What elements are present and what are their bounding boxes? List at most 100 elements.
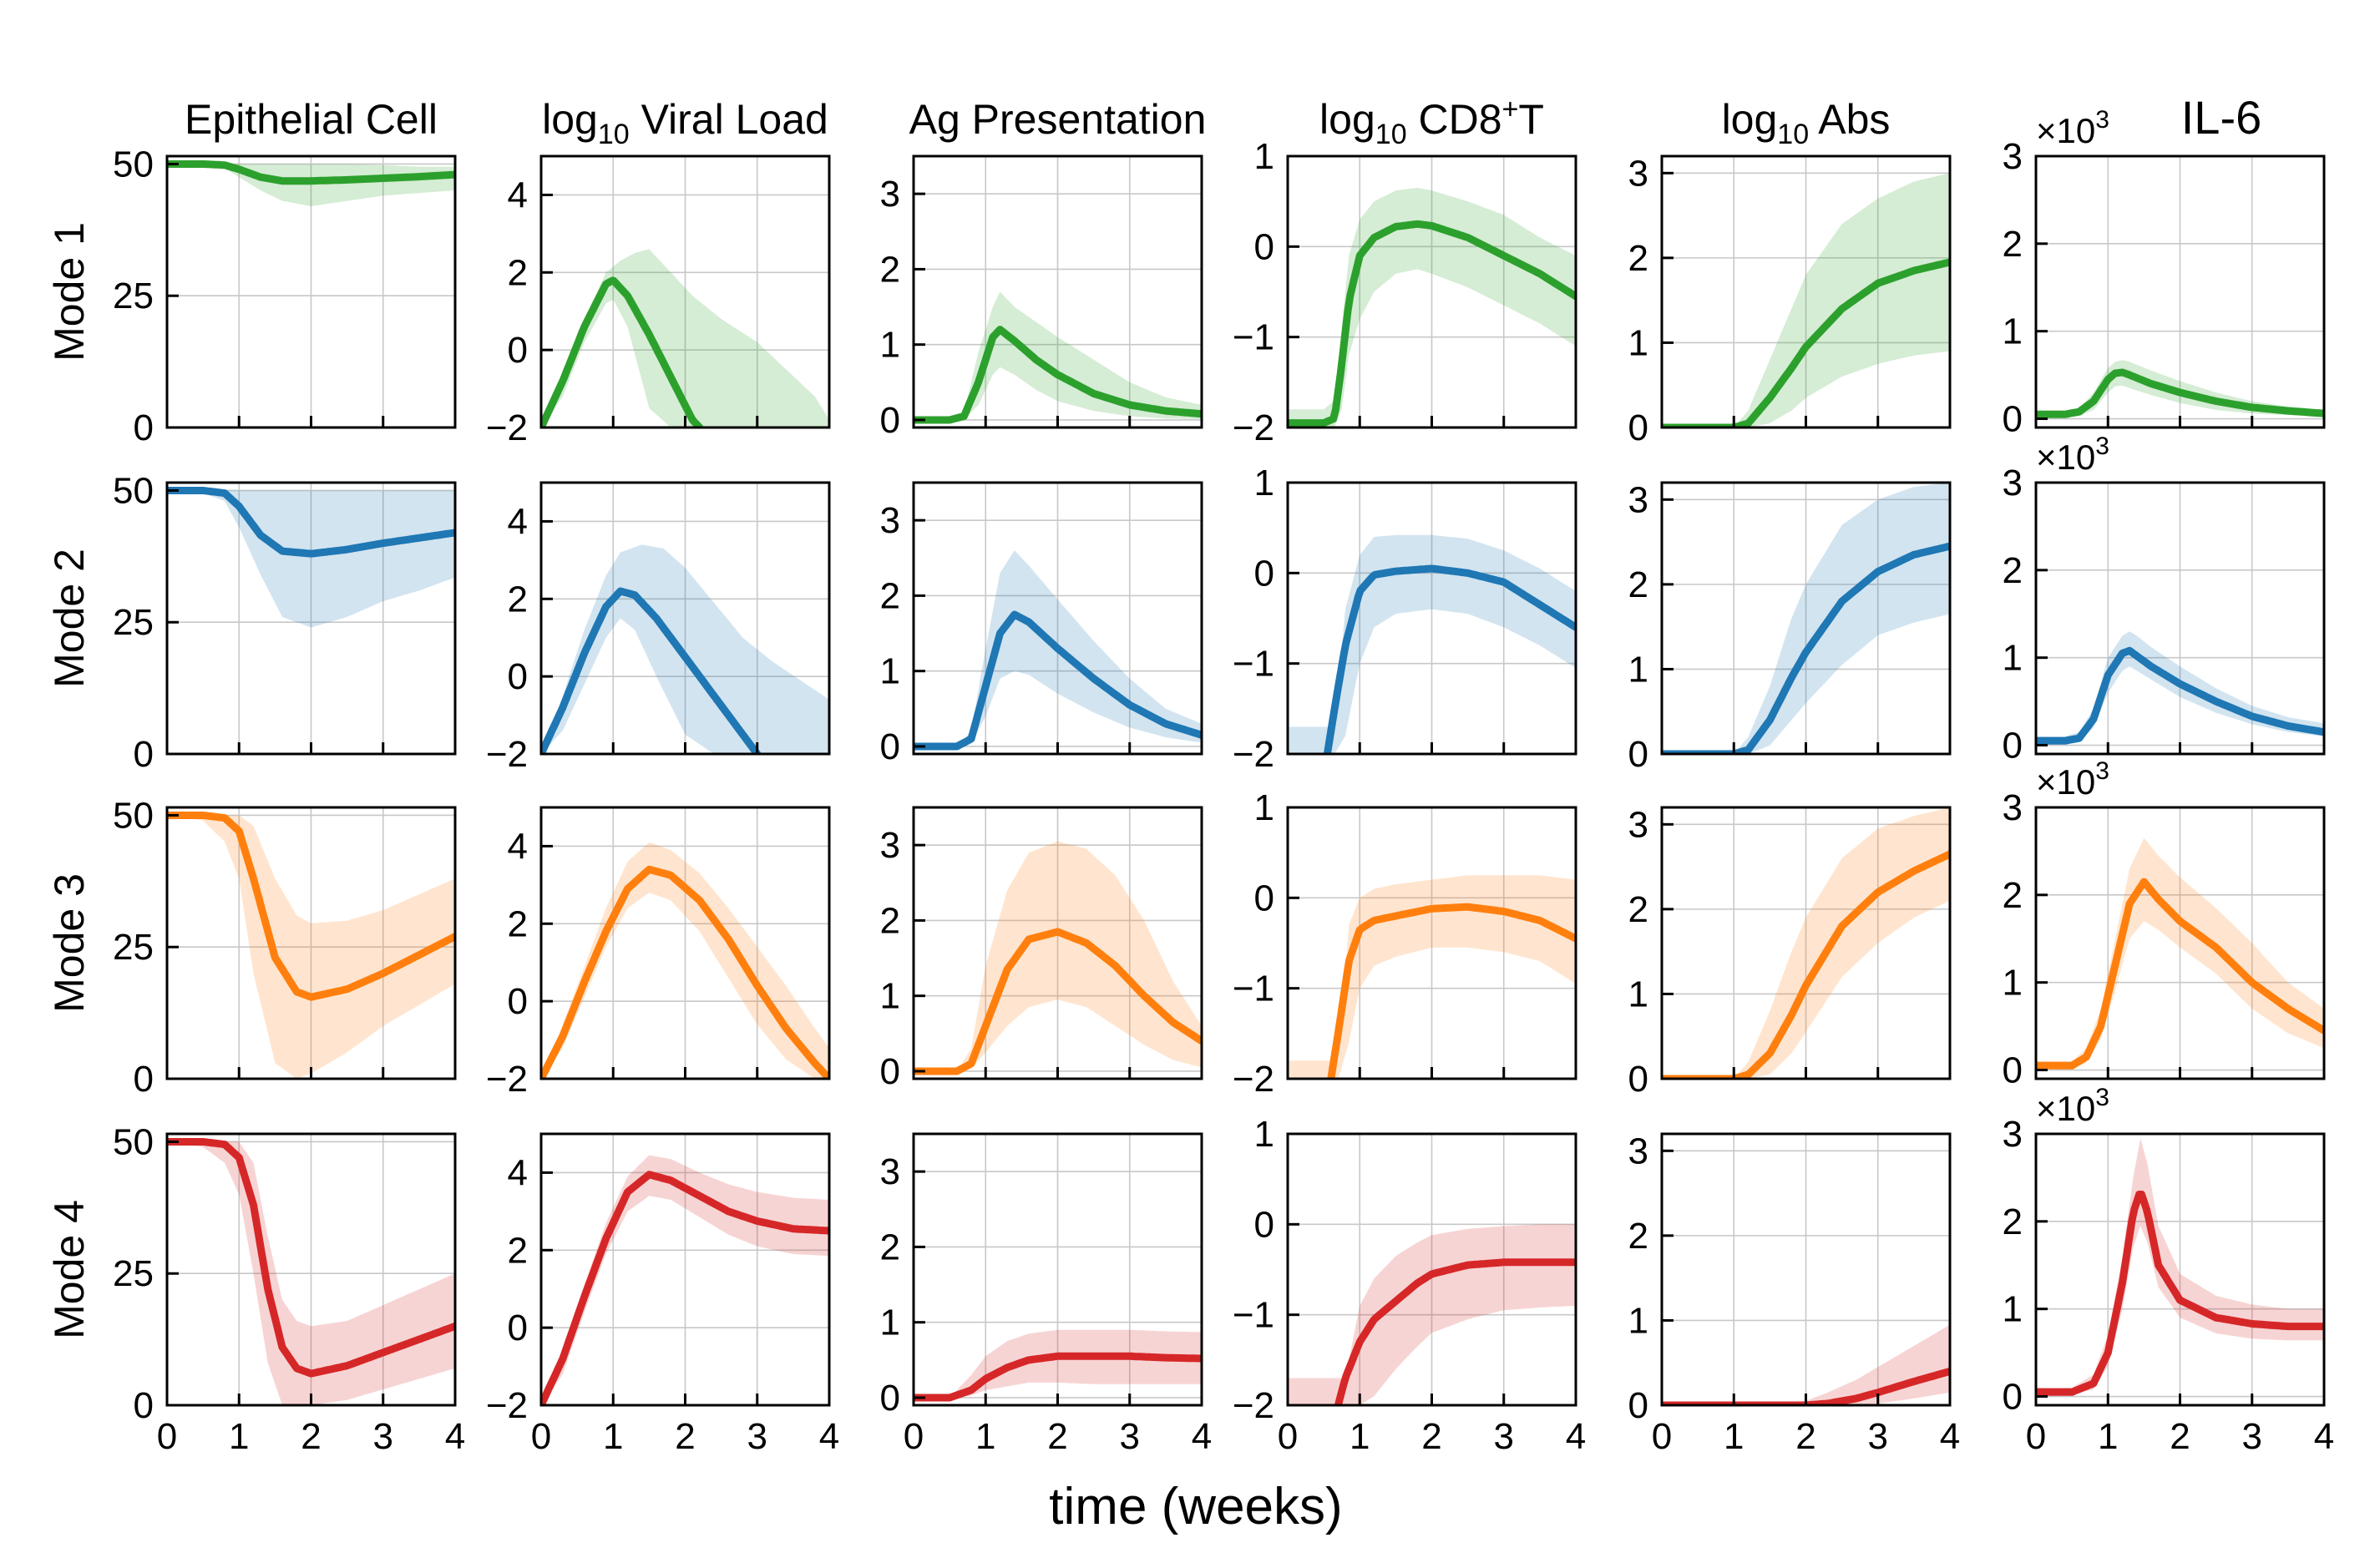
y-tick-label: 50 — [113, 470, 154, 511]
y-tick-label: −2 — [1233, 734, 1274, 775]
uncertainty-band — [1662, 173, 1950, 427]
y-tick-label: 25 — [113, 927, 154, 968]
plot-area — [914, 1329, 1202, 1402]
y-tick-label: 0 — [2003, 1377, 2023, 1418]
y-tick-label: 2 — [508, 579, 528, 620]
panel-r4-epithelial: 0 1 2 3 4 0 25 50 — [113, 1121, 465, 1457]
panel-r3-cd8: −2 −1 0 1 — [1233, 787, 1577, 1100]
panel-r2-viral: −2 0 2 4 — [486, 481, 831, 775]
x-tick-label: 1 — [975, 1416, 995, 1457]
y-tick-label: −1 — [1233, 969, 1274, 1009]
y-tick-label: 1 — [1628, 974, 1648, 1014]
panel-r1-epithelial: 0 25 50 — [113, 144, 457, 448]
mean-line — [1323, 564, 1576, 754]
y-tick-label: −2 — [486, 1385, 528, 1426]
uncertainty-band — [1662, 1324, 1950, 1405]
x-tick-label: 0 — [904, 1416, 924, 1457]
row-label-1: Mode 1 — [46, 222, 93, 362]
mean-line — [541, 587, 762, 754]
row-label-2: Mode 2 — [46, 549, 93, 688]
y-tick-label: 2 — [1628, 889, 1648, 930]
plot-area — [541, 544, 829, 754]
uncertainty-band — [1662, 807, 1950, 1079]
uncertainty-band — [2036, 1138, 2324, 1395]
x-axis-label: time (weeks) — [1049, 1478, 1342, 1535]
y-tick-label: −2 — [486, 407, 528, 448]
y-tick-label: 0 — [880, 1378, 900, 1419]
plot-area — [914, 841, 1202, 1075]
y-tick-label: 2 — [1628, 1216, 1648, 1257]
mean-line — [2036, 368, 2324, 418]
y-tick-label: 4 — [508, 175, 528, 215]
column-title-ag: Ag Presentation — [909, 96, 1207, 143]
y-tick-label: 2 — [1628, 238, 1648, 279]
y-tick-label: 1 — [880, 651, 900, 692]
row-label-4: Mode 4 — [46, 1200, 93, 1339]
plot-area — [1662, 483, 1950, 754]
y-tick-label: 1 — [880, 325, 900, 366]
uncertainty-band — [541, 249, 829, 427]
plot-area — [914, 550, 1202, 751]
y-multiplier: ×103 — [2036, 757, 2109, 802]
plot-area — [1288, 1224, 1576, 1405]
y-tick-label: 0 — [880, 1051, 900, 1092]
y-tick-label: 3 — [880, 1151, 900, 1192]
plot-area — [167, 487, 455, 628]
x-tick-label: 4 — [1192, 1416, 1212, 1457]
y-tick-label: 3 — [2003, 136, 2023, 177]
y-tick-label: 1 — [2003, 638, 2023, 679]
plot-area — [2036, 1138, 2324, 1396]
plot-area — [2036, 837, 2324, 1070]
x-tick-label: 3 — [1120, 1416, 1140, 1457]
x-tick-label: 0 — [1652, 1416, 1672, 1457]
x-tick-label: 3 — [1868, 1416, 1888, 1457]
y-multiplier: ×103 — [2036, 1084, 2109, 1128]
uncertainty-band — [1662, 483, 1950, 754]
y-tick-label: 3 — [880, 174, 900, 215]
plot-area — [914, 291, 1202, 424]
uncertainty-band — [167, 490, 455, 628]
y-tick-label: 0 — [508, 1308, 528, 1348]
panel-grid: Epithelial Cell log10 Viral Load Ag Presen… — [46, 91, 2334, 1457]
y-tick-label: 0 — [508, 330, 528, 371]
y-tick-label: 0 — [2003, 726, 2023, 766]
panel-r4-ag: 0 1 2 3 4 0 1 2 3 — [880, 1132, 1212, 1457]
y-tick-label: 0 — [880, 726, 900, 767]
y-tick-label: 0 — [1254, 878, 1274, 918]
panel-r1-il6: 0 1 2 3 ×103 — [2003, 106, 2326, 440]
column-title-epithelial: Epithelial Cell — [185, 96, 438, 143]
panel-r3-ag: 0 1 2 3 — [880, 806, 1203, 1092]
plot-area — [1288, 534, 1576, 754]
x-tick-label: 0 — [157, 1416, 177, 1457]
panel-r3-il6: 0 1 2 3 ×103 — [2003, 757, 2326, 1091]
y-tick-label: 0 — [2003, 399, 2023, 440]
column-title-viral: log10 Viral Load — [542, 96, 828, 150]
mean-line — [914, 610, 1202, 751]
mean-line — [1334, 1258, 1576, 1405]
x-tick-label: 0 — [1278, 1416, 1298, 1457]
x-tick-label: 4 — [1940, 1416, 1960, 1457]
panel-r3-epithelial: 0 25 50 — [113, 795, 457, 1100]
y-tick-label: 0 — [508, 656, 528, 697]
plot-area — [167, 812, 455, 1079]
y-tick-label: 2 — [2003, 224, 2023, 265]
mean-line — [1662, 850, 1950, 1079]
plot-area — [2036, 631, 2324, 745]
column-title-il6: IL-6 — [2181, 91, 2262, 144]
y-tick-label: −2 — [486, 1059, 528, 1100]
y-tick-label: 1 — [1254, 1114, 1274, 1155]
panel-r2-il6: 0 1 2 3 ×103 — [2003, 433, 2326, 766]
mean-line — [2036, 646, 2324, 745]
x-tick-label: 2 — [1047, 1416, 1067, 1457]
y-tick-label: 1 — [1628, 649, 1648, 690]
y-tick-label: 2 — [508, 252, 528, 293]
y-tick-label: 50 — [113, 1121, 154, 1162]
y-tick-label: −2 — [1233, 407, 1274, 448]
y-tick-label: 0 — [134, 407, 154, 448]
x-tick-label: 1 — [229, 1416, 249, 1457]
y-tick-label: 1 — [2003, 963, 2023, 1004]
y-tick-label: 3 — [1628, 153, 1648, 194]
mean-line — [167, 487, 455, 558]
